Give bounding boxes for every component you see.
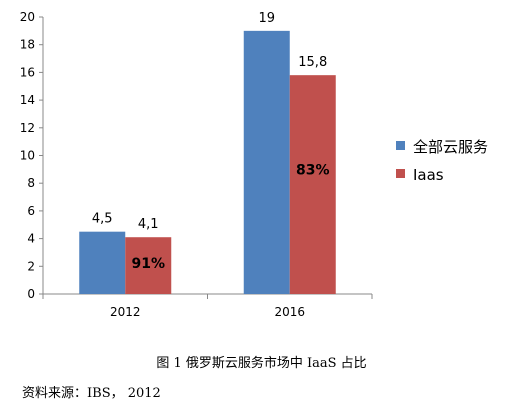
x-tick-label: 2016 — [274, 305, 305, 319]
y-tick-label: 20 — [20, 10, 35, 24]
figure-caption: 图 1 俄罗斯云服务市场中 IaaS 占比 — [156, 356, 367, 371]
y-tick-label: 8 — [27, 176, 35, 190]
data-label: 15,8 — [298, 55, 327, 70]
y-tick-label: 2 — [27, 259, 35, 273]
y-tick-label: 18 — [20, 38, 35, 52]
legend-swatch — [396, 169, 405, 178]
y-tick-label: 0 — [27, 287, 35, 301]
bar-all-cloud — [243, 30, 290, 294]
y-tick-label: 10 — [20, 149, 35, 163]
bar-iaas — [289, 75, 336, 294]
data-label: 19 — [258, 11, 275, 26]
y-tick-label: 4 — [27, 232, 35, 246]
y-tick-label: 6 — [27, 204, 35, 218]
bar-iaas — [125, 237, 172, 294]
legend-label: 全部云服务 — [413, 138, 488, 156]
share-label: 91% — [131, 256, 165, 272]
legend-label: Iaas — [413, 166, 444, 184]
bar-all-cloud — [79, 231, 126, 294]
data-label: 4,5 — [92, 212, 113, 227]
y-tick-label: 14 — [20, 93, 35, 107]
y-tick-label: 16 — [20, 65, 35, 79]
legend-swatch — [396, 141, 405, 150]
bar-chart: 0 2 4 6 8 10 12 14 16 18 20 2012 4,5 4,1 91% 2016 19 15,8… — [20, 10, 488, 319]
data-label: 4,1 — [138, 217, 159, 232]
share-label: 83% — [296, 163, 330, 179]
y-tick-label: 12 — [20, 121, 35, 135]
source-note: 资料来源：IBS， 2012 — [22, 386, 161, 401]
x-tick-label: 2012 — [110, 305, 141, 319]
